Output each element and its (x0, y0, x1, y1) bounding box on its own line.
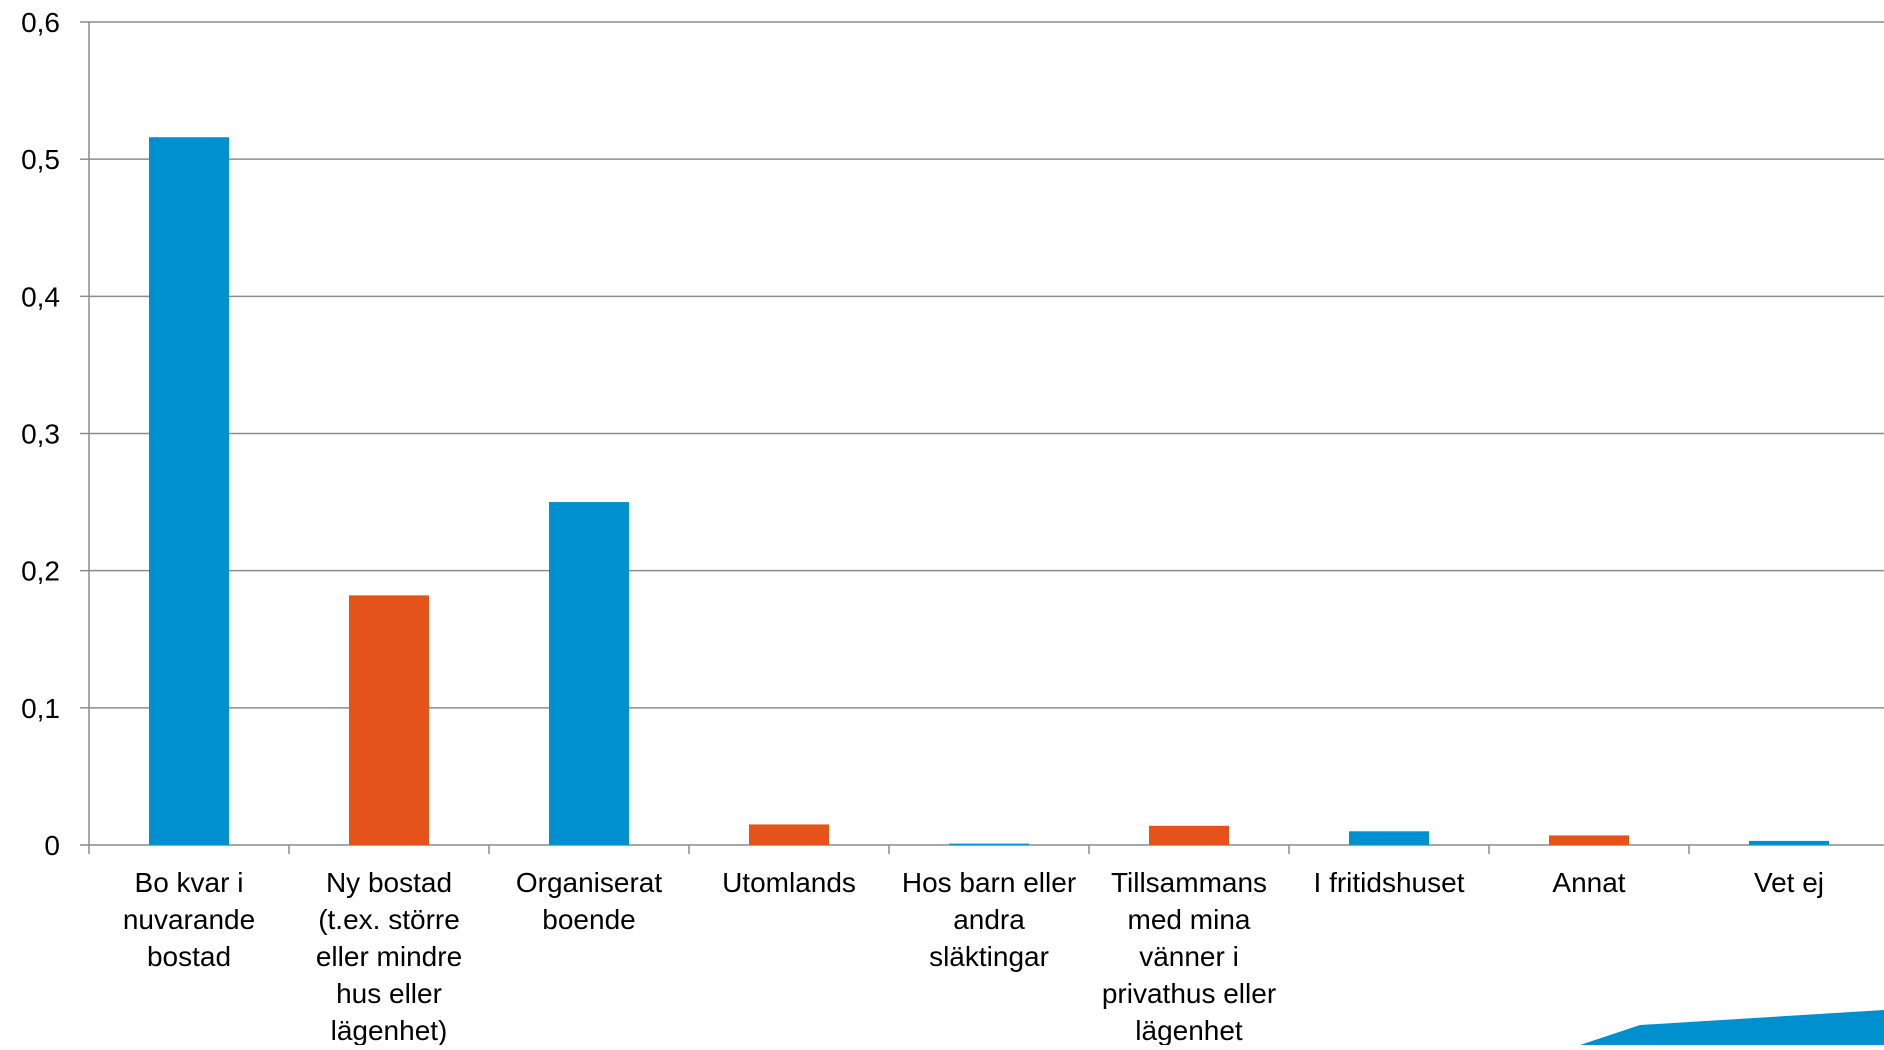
x-tick-label-line: boende (542, 904, 635, 935)
x-tick-label-line: släktingar (929, 941, 1049, 972)
y-tick-label: 0,6 (21, 7, 60, 38)
y-tick-label: 0,3 (21, 419, 60, 450)
x-tick-label-line: Organiserat (516, 867, 663, 898)
x-tick-label-line: andra (953, 904, 1025, 935)
x-tick-label-line: bostad (147, 941, 231, 972)
x-tick-label-line: nuvarande (123, 904, 255, 935)
x-tick-label: Ny bostad (t.ex. större eller mindre hus el… (316, 867, 462, 1045)
x-tick-label-line: Hos barn eller (902, 867, 1076, 898)
x-tick-label: Vet ej (1754, 867, 1824, 898)
bar (149, 137, 229, 846)
y-tick-label: 0,1 (21, 693, 60, 724)
bar (1749, 840, 1829, 845)
x-tick-label-line: Annat (1552, 867, 1625, 898)
x-tick-label: Annat (1552, 867, 1625, 898)
x-tick-label-line: Ny bostad (326, 867, 452, 898)
bar (1549, 835, 1629, 845)
x-tick-label: I fritidshuset (1314, 867, 1465, 898)
x-tick-label-line: lägenhet) (331, 1015, 448, 1045)
corner-accent-shape (1580, 1010, 1884, 1045)
bar (549, 502, 629, 845)
x-tick-label: Tillsammans med mina vänner i privathus ell… (1102, 867, 1276, 1045)
x-tick-labels: Bo kvar i nuvarande bostad Ny bostad (t.ex. … (123, 867, 1824, 1046)
x-tick-label-line: (t.ex. större (318, 904, 460, 935)
x-tick-label-line: Bo kvar i (135, 867, 244, 898)
x-tick-label-line: I fritidshuset (1314, 867, 1465, 898)
x-tick-label-line: hus eller (336, 978, 442, 1009)
bar (1149, 825, 1229, 845)
bar (1349, 831, 1429, 845)
bar (749, 824, 829, 845)
bars (149, 137, 1829, 846)
gridlines (89, 21, 1884, 709)
x-tick-label-line: lägenhet (1135, 1015, 1243, 1045)
y-tick-labels: 0 0,1 0,2 0,3 0,4 0,5 0,6 (21, 7, 60, 861)
bar (349, 595, 429, 845)
y-tick-label: 0,4 (21, 281, 60, 312)
y-tick-label: 0,2 (21, 556, 60, 587)
x-tick-label-line: eller mindre (316, 941, 462, 972)
x-tick-label: Utomlands (722, 867, 856, 898)
x-tick-label-line: privathus eller (1102, 978, 1276, 1009)
y-tick-label: 0,5 (21, 144, 60, 175)
x-tick-label-line: Tillsammans (1111, 867, 1267, 898)
x-tick-label-line: Vet ej (1754, 867, 1824, 898)
x-tick-label-line: Utomlands (722, 867, 856, 898)
x-tick-label: Bo kvar i nuvarande bostad (123, 867, 255, 972)
x-tick-label: Organiserat boende (516, 867, 663, 935)
x-tick-label-line: med mina (1128, 904, 1251, 935)
x-tick-label-line: vänner i (1139, 941, 1239, 972)
bar (949, 843, 1029, 845)
x-tick-label: Hos barn eller andra släktingar (902, 867, 1076, 972)
y-tick-label: 0 (44, 830, 60, 861)
